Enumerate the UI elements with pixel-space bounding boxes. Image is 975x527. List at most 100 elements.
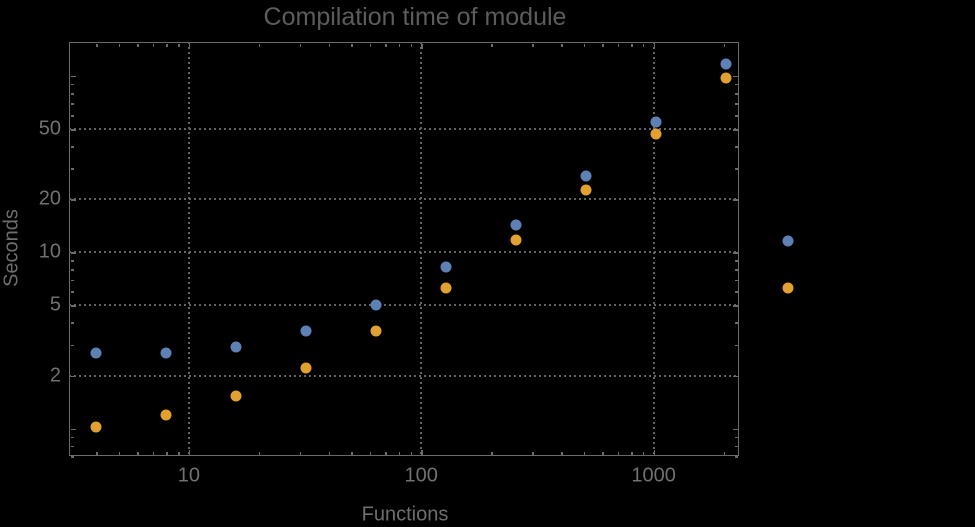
x-tick-mark [723, 43, 726, 47]
x-tick-mark [166, 43, 168, 47]
y-gridline [69, 128, 739, 130]
data-point-series-1-blue [580, 170, 592, 182]
y-tick-mark [70, 260, 74, 262]
y-tick-mark [732, 428, 738, 431]
data-point-series-2-orange [370, 325, 382, 337]
y-tick-mark [734, 344, 738, 347]
y-tick-mark [70, 428, 76, 431]
data-point-series-2-orange [720, 72, 732, 84]
x-tick-mark [602, 43, 604, 47]
y-tick-mark [70, 436, 74, 439]
y-tick-mark [732, 375, 738, 378]
y-tick-mark [734, 103, 738, 105]
x-tick-mark [491, 43, 493, 47]
y-tick-mark [734, 291, 738, 293]
x-tick-mark [137, 43, 139, 47]
x-tick-label: 10 [177, 464, 200, 487]
x-tick-mark [328, 451, 331, 455]
data-point-series-2-orange [440, 282, 452, 294]
x-tick-mark [118, 451, 121, 455]
y-tick-mark [734, 146, 738, 148]
x-tick-mark [642, 451, 645, 455]
y-tick-mark [70, 199, 76, 201]
x-tick-mark [398, 43, 401, 47]
x-tick-mark [188, 449, 191, 455]
x-tick-mark [385, 43, 387, 47]
y-tick-mark [70, 456, 74, 458]
x-gridline [187, 42, 190, 456]
x-tick-mark [118, 43, 121, 47]
y-gridline [69, 198, 739, 201]
y-tick-mark [70, 93, 74, 95]
data-point-series-2-orange [160, 409, 172, 421]
y-tick-mark [734, 269, 738, 271]
y-tick-mark [734, 260, 738, 262]
y-tick-mark [70, 445, 74, 448]
y-gridline [69, 304, 739, 307]
data-point-series-2-orange [650, 128, 662, 140]
y-tick-mark [734, 456, 738, 458]
y-tick-mark [734, 83, 738, 86]
plot-frame [69, 42, 739, 456]
y-tick-label: 10 [38, 240, 61, 263]
y-tick-mark [70, 322, 74, 324]
chart-title: Compilation time of module [263, 3, 567, 31]
y-axis-label: Seconds [0, 209, 23, 287]
x-tick-mark [602, 451, 604, 455]
y-tick-mark [732, 252, 738, 254]
y-tick-mark [70, 269, 74, 271]
y-gridline [69, 251, 739, 254]
x-tick-mark [299, 451, 302, 455]
x-tick-mark [178, 451, 180, 455]
y-tick-mark [70, 168, 74, 170]
x-tick-label: 1000 [631, 464, 676, 487]
x-tick-mark [532, 451, 534, 455]
y-tick-mark [70, 279, 74, 282]
y-gridline [69, 374, 739, 377]
y-tick-mark [70, 252, 76, 254]
data-point-series-2-orange [90, 421, 102, 433]
data-point-series-1-blue [720, 58, 732, 70]
legend-marker-series-2 [782, 282, 794, 294]
x-tick-mark [258, 43, 261, 47]
data-point-series-1-blue [300, 325, 312, 337]
x-tick-mark [166, 451, 168, 455]
x-tick-mark [410, 43, 413, 47]
x-tick-mark [351, 451, 353, 455]
x-axis-label: Functions [361, 503, 449, 526]
y-tick-label: 5 [49, 293, 61, 316]
data-point-series-1-blue [230, 341, 242, 353]
x-tick-mark [617, 43, 620, 47]
y-tick-mark [70, 103, 74, 105]
data-point-series-1-blue [650, 116, 662, 128]
y-tick-label: 2 [49, 364, 61, 387]
y-tick-mark [734, 93, 738, 95]
y-tick-mark [732, 129, 738, 131]
x-tick-mark [369, 451, 372, 455]
y-tick-mark [70, 375, 76, 378]
x-tick-mark [653, 43, 656, 49]
y-tick-mark [732, 75, 738, 78]
y-tick-mark [734, 322, 738, 324]
data-point-series-2-orange [300, 362, 312, 374]
data-point-series-1-blue [160, 347, 172, 359]
x-tick-mark [583, 451, 586, 455]
x-tick-mark [532, 43, 534, 47]
y-tick-mark [70, 291, 74, 293]
x-tick-mark [653, 449, 656, 455]
x-tick-mark [631, 451, 633, 455]
x-tick-mark [723, 451, 726, 455]
x-tick-mark [561, 451, 563, 455]
x-tick-mark [369, 43, 372, 47]
y-tick-mark [732, 199, 738, 201]
y-tick-mark [70, 129, 76, 131]
x-tick-mark [410, 451, 413, 455]
x-tick-mark [178, 43, 180, 47]
x-tick-mark [299, 43, 302, 47]
x-gridline [652, 42, 655, 456]
y-tick-mark [734, 445, 738, 448]
y-tick-mark [70, 344, 74, 347]
x-tick-mark [328, 43, 331, 47]
y-tick-mark [734, 168, 738, 170]
